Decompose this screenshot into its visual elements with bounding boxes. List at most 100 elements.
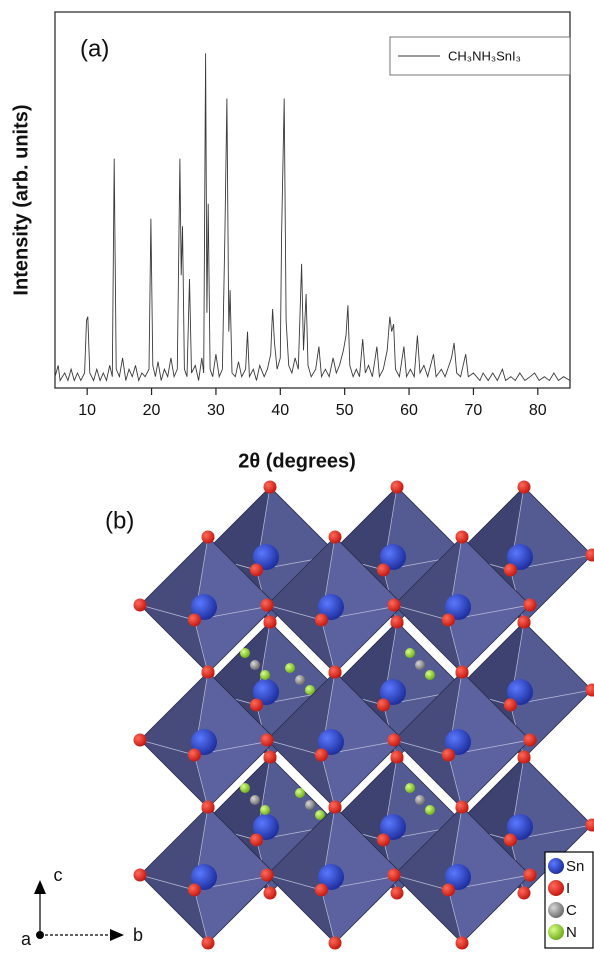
y-axis-title: Intensity (arb. units) xyxy=(10,104,32,295)
i-atom xyxy=(329,666,342,679)
n-atom xyxy=(285,663,295,673)
i-atom xyxy=(524,734,537,747)
x-tick-label: 10 xyxy=(78,402,96,419)
axis-label: c xyxy=(54,865,63,885)
i-atom xyxy=(250,563,263,576)
panel-label: (b) xyxy=(105,507,134,534)
c-atom xyxy=(415,795,425,805)
i-atom xyxy=(134,734,147,747)
i-atom xyxy=(456,937,469,950)
i-atom xyxy=(504,563,517,576)
crystal-structure xyxy=(134,481,594,950)
i-atom xyxy=(134,599,147,612)
i-atom xyxy=(250,833,263,846)
x-tick-label: 50 xyxy=(336,402,354,419)
atom-legend-label: N xyxy=(566,924,577,941)
i-atom xyxy=(388,869,401,882)
i-atom xyxy=(188,748,201,761)
n-atom xyxy=(260,670,270,680)
x-tick-label: 70 xyxy=(465,402,483,419)
i-atom xyxy=(442,883,455,896)
i-atom xyxy=(202,666,215,679)
i-atom xyxy=(264,616,277,629)
arrow-head xyxy=(34,880,46,894)
i-atom xyxy=(315,883,328,896)
atom-swatch xyxy=(548,880,564,896)
i-atom xyxy=(504,833,517,846)
x-tick-label: 30 xyxy=(207,402,225,419)
n-atom xyxy=(295,788,305,798)
atom-legend-label: Sn xyxy=(566,858,584,875)
i-atom xyxy=(329,801,342,814)
atom-swatch xyxy=(548,902,564,918)
i-atom xyxy=(315,613,328,626)
c-atom xyxy=(415,660,425,670)
legend-label: CH₃NH₃SnI₃ xyxy=(448,48,521,63)
arrow-head xyxy=(110,929,124,941)
i-atom xyxy=(250,698,263,711)
i-atom xyxy=(518,481,531,494)
n-atom xyxy=(240,783,250,793)
i-atom xyxy=(456,801,469,814)
x-tick-label: 20 xyxy=(143,402,161,419)
i-atom xyxy=(261,734,274,747)
n-atom xyxy=(425,805,435,815)
i-atom xyxy=(202,801,215,814)
c-atom xyxy=(295,675,305,685)
atom-swatch xyxy=(548,924,564,940)
i-atom xyxy=(518,751,531,764)
i-atom xyxy=(504,698,517,711)
i-atom xyxy=(264,481,277,494)
n-atom xyxy=(425,670,435,680)
data-line xyxy=(55,53,570,380)
x-tick-label: 80 xyxy=(529,402,547,419)
i-atom xyxy=(442,748,455,761)
i-atom xyxy=(202,531,215,544)
i-atom xyxy=(518,887,531,900)
atom-legend-label: I xyxy=(566,880,570,897)
atom-legend-label: C xyxy=(566,902,577,919)
x-tick-label: 60 xyxy=(400,402,418,419)
i-atom xyxy=(315,748,328,761)
i-atom xyxy=(134,869,147,882)
n-atom xyxy=(240,648,250,658)
i-atom xyxy=(442,613,455,626)
i-atom xyxy=(518,616,531,629)
panel-label: (a) xyxy=(80,35,109,62)
i-atom xyxy=(524,599,537,612)
i-atom xyxy=(377,563,390,576)
i-atom xyxy=(329,531,342,544)
i-atom xyxy=(388,599,401,612)
c-atom xyxy=(250,660,260,670)
n-atom xyxy=(260,805,270,815)
c-atom xyxy=(250,795,260,805)
i-atom xyxy=(391,481,404,494)
i-atom xyxy=(261,869,274,882)
c-atom xyxy=(305,800,315,810)
i-atom xyxy=(261,599,274,612)
i-atom xyxy=(456,666,469,679)
x-tick-label: 40 xyxy=(271,402,289,419)
axis-label: b xyxy=(133,925,143,945)
i-atom xyxy=(456,531,469,544)
i-atom xyxy=(377,698,390,711)
i-atom xyxy=(202,937,215,950)
i-atom xyxy=(264,751,277,764)
i-atom xyxy=(188,883,201,896)
i-atom xyxy=(188,613,201,626)
figure: (a) 2θ (degrees) Intensity (arb. units) … xyxy=(0,0,594,959)
i-atom xyxy=(391,887,404,900)
x-axis-title: 2θ (degrees) xyxy=(238,450,356,472)
axis-label: a xyxy=(21,929,32,949)
axis-origin xyxy=(36,931,44,939)
atom-swatch xyxy=(548,858,564,874)
n-atom xyxy=(405,783,415,793)
i-atom xyxy=(377,833,390,846)
i-atom xyxy=(264,887,277,900)
i-atom xyxy=(329,937,342,950)
i-atom xyxy=(391,616,404,629)
n-atom xyxy=(405,648,415,658)
i-atom xyxy=(388,734,401,747)
i-atom xyxy=(524,869,537,882)
i-atom xyxy=(391,751,404,764)
